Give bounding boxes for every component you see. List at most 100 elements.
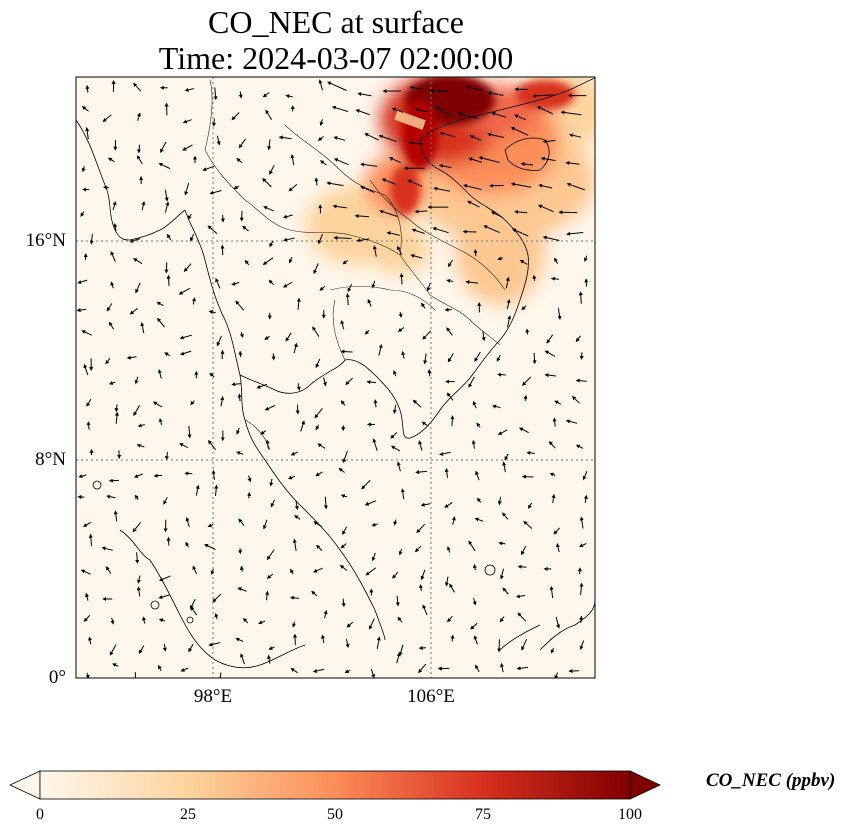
wind-vector (537, 204, 554, 213)
wind-vector (135, 552, 140, 564)
wind-vector (554, 257, 559, 264)
wind-vector (238, 138, 246, 149)
wind-vector (575, 378, 587, 383)
wind-vector (211, 469, 216, 480)
wind-vector (269, 164, 275, 175)
colorbar-tick-75: 75 (475, 806, 491, 823)
wind-vector (290, 667, 298, 674)
wind-vector (239, 565, 244, 572)
wind-vector (429, 88, 448, 93)
wind-vector (152, 401, 163, 408)
wind-vector (548, 441, 556, 449)
co-concentration-field (76, 77, 595, 678)
wind-vector (129, 238, 141, 243)
wind-vector (318, 79, 323, 91)
wind-vector (393, 519, 398, 526)
wind-vector (532, 352, 537, 365)
wind-vector (282, 214, 293, 219)
wind-vector (86, 421, 91, 430)
wind-vector (502, 512, 509, 520)
wind-vector (532, 274, 537, 281)
wind-vector (502, 461, 507, 473)
wind-vector (332, 204, 347, 209)
wind-vector (287, 475, 295, 480)
wind-vector (450, 634, 455, 642)
wind-vector (372, 245, 377, 257)
wind-vector (516, 666, 529, 671)
wind-vector (288, 184, 298, 192)
wind-vector (566, 182, 585, 191)
wind-vector (549, 472, 556, 477)
wind-vector (216, 335, 222, 347)
wind-vector (478, 156, 500, 163)
wind-vector (434, 106, 453, 116)
wind-vector (137, 423, 145, 428)
wind-vector (521, 638, 528, 651)
wind-vector (551, 493, 556, 503)
wind-vector (360, 162, 378, 167)
wind-vector (242, 225, 249, 232)
wind-vector (313, 521, 323, 528)
wind-vector (313, 567, 323, 573)
wind-vector (487, 132, 504, 138)
wind-vector (469, 134, 483, 142)
wind-vector (444, 502, 453, 508)
wind-vector (323, 610, 328, 619)
wind-vector (418, 663, 427, 674)
wind-vector (510, 182, 532, 188)
colorbar (9, 770, 661, 800)
wind-vector (552, 417, 557, 427)
wind-vector (386, 231, 400, 236)
wind-vector (410, 253, 423, 259)
wind-vector (237, 393, 242, 402)
colorbar-tick-25: 25 (180, 806, 196, 823)
wind-vector (185, 541, 190, 548)
wind-vector (420, 502, 431, 507)
wind-vector (293, 633, 298, 645)
wind-vector (507, 315, 512, 328)
wind-vector (514, 209, 528, 214)
wind-vector (575, 335, 581, 343)
wind-vector (553, 527, 561, 535)
wind-vector (381, 178, 396, 185)
lon-tick-106e: 106°E (407, 686, 455, 707)
wind-vector (292, 621, 297, 628)
wind-vector (192, 297, 196, 305)
wind-vector (247, 475, 252, 483)
wind-vector (153, 473, 163, 478)
wind-vector (368, 618, 375, 630)
wind-vector (214, 612, 219, 620)
wind-vector (518, 427, 529, 434)
wind-vector (236, 158, 243, 163)
wind-vector (378, 134, 397, 143)
wind-vector (397, 245, 403, 256)
wind-vectors (76, 79, 589, 678)
wind-vector (364, 500, 377, 506)
wind-vector (322, 377, 327, 387)
wind-vector (528, 502, 533, 510)
wind-vector (105, 358, 111, 365)
wind-vector (231, 281, 240, 286)
wind-vector (265, 590, 270, 601)
wind-vector (159, 575, 171, 582)
wind-vector (579, 640, 585, 650)
wind-vector (388, 157, 402, 164)
wind-vector (76, 308, 86, 313)
wind-vector (195, 484, 200, 496)
wind-vector (544, 373, 556, 378)
wind-vector (182, 119, 192, 124)
wind-vector (103, 185, 110, 190)
wind-vector (207, 440, 216, 451)
wind-vector (101, 546, 113, 551)
wind-vector (319, 286, 326, 291)
wind-vector (579, 352, 584, 360)
wind-vector (270, 499, 276, 508)
wind-vector (319, 160, 327, 166)
wind-vector (475, 470, 480, 481)
wind-vector (408, 140, 425, 145)
wind-vector (331, 105, 349, 112)
wind-vector (326, 181, 344, 187)
wind-vector (339, 564, 348, 571)
wind-vector (187, 213, 192, 220)
